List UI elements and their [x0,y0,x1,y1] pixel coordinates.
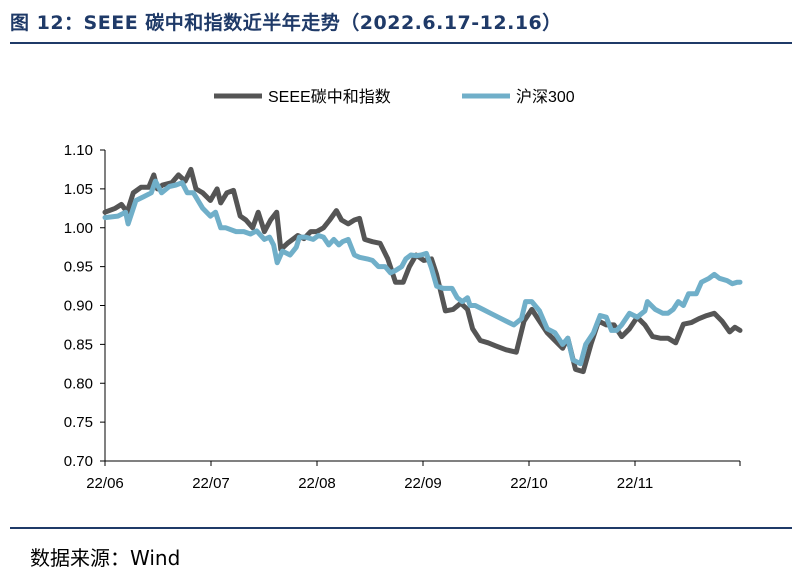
y-axis: 1.10 1.05 1.00 0.95 0.90 0.85 0.80 0.75 0.70 [64,142,106,470]
y-tick-label: 1.10 [64,142,93,159]
y-tick-label: 0.80 [64,375,93,392]
title-underline [10,42,792,44]
legend-label: 沪深300 [516,88,575,106]
series-line-seee [102,166,743,375]
legend: SEEE碳中和指数 沪深300 [214,88,575,106]
chart-title: 图 12：SEEE 碳中和指数近半年走势（2022.6.17-12.16） [10,12,562,34]
y-tick-label: 0.70 [64,453,93,470]
x-tick-label: 22/07 [192,475,230,492]
x-axis: 22/06 22/07 22/08 22/09 22/10 22/11 [86,460,741,492]
data-source: 数据来源：Wind [30,546,181,570]
series-group [102,166,743,375]
y-tick-label: 0.95 [64,259,93,276]
x-tick-label: 22/10 [510,475,548,492]
y-tick-label: 0.85 [64,336,93,353]
series-line-hs300 [102,178,743,367]
y-tick-label: 0.75 [64,414,93,431]
y-tick-label: 1.00 [64,220,93,237]
legend-label: SEEE碳中和指数 [268,88,391,106]
x-tick-label: 22/06 [86,475,124,492]
y-tick-label: 1.05 [64,181,93,198]
footer-rule [10,527,792,529]
y-tick-label: 0.90 [64,298,93,315]
x-tick-label: 22/09 [404,475,442,492]
x-tick-label: 22/08 [298,475,336,492]
x-tick-label: 22/11 [617,475,653,492]
